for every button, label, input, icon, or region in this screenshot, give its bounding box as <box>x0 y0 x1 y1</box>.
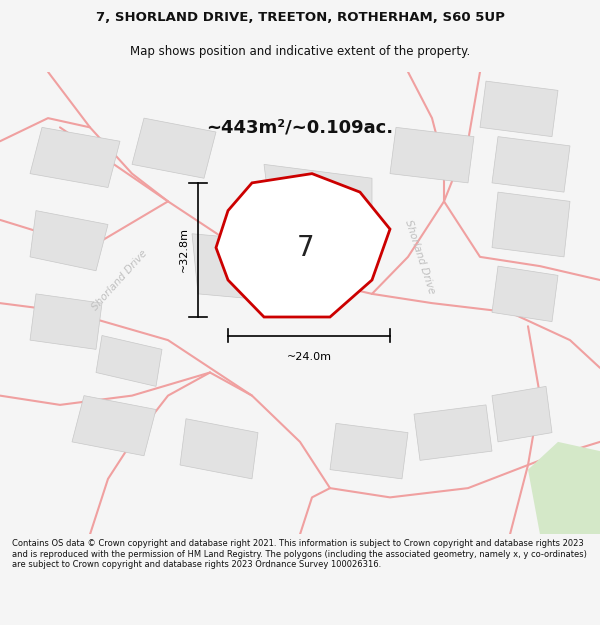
Polygon shape <box>96 336 162 386</box>
Text: Shorland Drive: Shorland Drive <box>403 219 437 295</box>
Polygon shape <box>414 405 492 461</box>
Polygon shape <box>72 396 156 456</box>
Polygon shape <box>528 442 600 534</box>
Polygon shape <box>330 423 408 479</box>
Polygon shape <box>492 137 570 192</box>
Polygon shape <box>180 419 258 479</box>
Text: Map shows position and indicative extent of the property.: Map shows position and indicative extent… <box>130 45 470 58</box>
Text: Contains OS data © Crown copyright and database right 2021. This information is : Contains OS data © Crown copyright and d… <box>12 539 587 569</box>
Polygon shape <box>30 211 108 271</box>
Polygon shape <box>192 234 300 303</box>
Text: 7, SHORLAND DRIVE, TREETON, ROTHERHAM, S60 5UP: 7, SHORLAND DRIVE, TREETON, ROTHERHAM, S… <box>95 11 505 24</box>
Polygon shape <box>492 386 552 442</box>
Polygon shape <box>132 118 216 178</box>
Text: ~443m²/~0.109ac.: ~443m²/~0.109ac. <box>206 118 394 136</box>
Polygon shape <box>492 192 570 257</box>
Polygon shape <box>390 127 474 183</box>
Text: Shorland Drive: Shorland Drive <box>91 248 149 312</box>
Polygon shape <box>264 164 372 224</box>
Text: ~24.0m: ~24.0m <box>287 352 331 362</box>
Polygon shape <box>30 127 120 188</box>
Polygon shape <box>30 294 102 349</box>
Polygon shape <box>492 266 558 322</box>
Text: ~32.8m: ~32.8m <box>179 228 189 272</box>
Polygon shape <box>216 174 390 317</box>
Polygon shape <box>480 81 558 137</box>
Text: 7: 7 <box>297 234 315 262</box>
